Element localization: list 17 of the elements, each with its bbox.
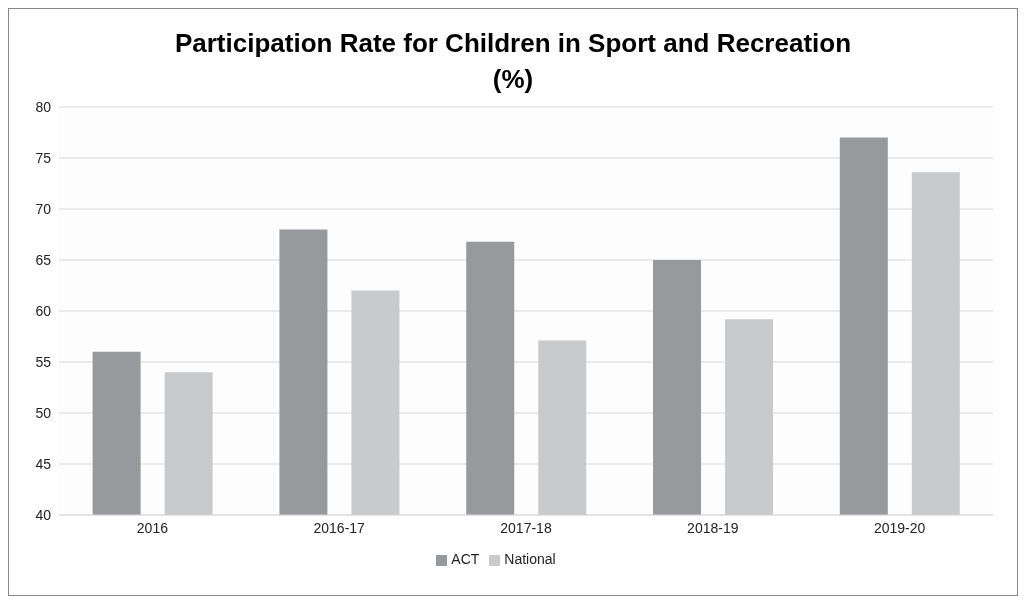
legend-label: ACT xyxy=(451,551,480,567)
y-tick-label: 80 xyxy=(35,98,52,115)
legend-label: National xyxy=(504,551,556,567)
y-tick-label: 40 xyxy=(35,506,52,523)
x-tick-label: 2019-20 xyxy=(873,519,926,536)
x-tick-label: 2016-17 xyxy=(313,519,366,536)
x-tick-label: 2016 xyxy=(136,519,169,536)
x-tick-label: 2018-19 xyxy=(687,519,739,536)
chart-title: Participation Rate for Children in Sport and Recreation (%) xyxy=(173,27,853,96)
y-tick-label: 65 xyxy=(35,251,52,268)
y-tick-label: 50 xyxy=(35,404,52,421)
x-tick-label: 2017-18 xyxy=(500,519,552,536)
y-tick-label: 75 xyxy=(35,149,52,166)
y-tick-label: 60 xyxy=(35,302,52,319)
y-tick-label: 55 xyxy=(35,353,52,370)
y-tick-label: 70 xyxy=(35,200,52,217)
y-tick-label: 45 xyxy=(35,455,52,472)
